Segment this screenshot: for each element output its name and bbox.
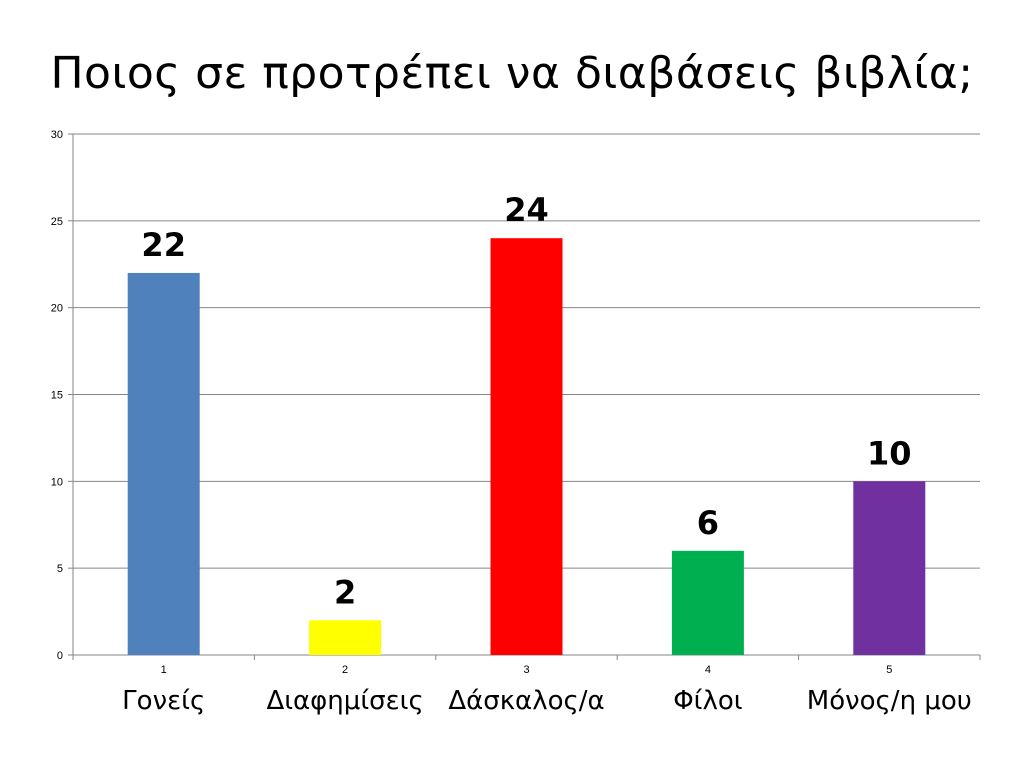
x-tick-label: 2 — [342, 664, 348, 676]
category-label: Φίλοι — [673, 686, 742, 716]
bars — [127, 238, 926, 655]
category-label: Δάσκαλος/α — [448, 686, 604, 716]
x-tick-label: 5 — [886, 664, 892, 676]
slide-title: Ποιος σε προτρέπει να διαβάσεις βιβλία; — [50, 48, 974, 99]
bar — [309, 620, 382, 655]
y-tick-label: 20 — [51, 303, 63, 315]
data-label: 2 — [334, 573, 356, 611]
y-tick-label: 0 — [57, 650, 63, 662]
x-tick-label: 4 — [705, 664, 711, 676]
y-tick-label: 10 — [51, 476, 63, 488]
x-tick-label: 3 — [523, 664, 529, 676]
category-label: Διαφημίσεις — [266, 686, 423, 716]
bar — [490, 238, 563, 655]
y-tick-label: 15 — [51, 390, 63, 402]
x-tick-label: 1 — [161, 664, 167, 676]
data-label: 6 — [697, 504, 719, 542]
data-label: 10 — [867, 434, 912, 472]
y-tick-label: 5 — [57, 563, 63, 575]
y-tick-label: 25 — [51, 216, 63, 228]
bar — [671, 550, 744, 655]
category-labels: Γονείς Διαφημίσεις Δάσκαλος/α Φίλοι Μόνος/η … — [122, 686, 972, 716]
category-label: Μόνος/η μου — [807, 686, 972, 716]
data-label: 24 — [504, 191, 549, 229]
bar — [853, 481, 926, 655]
x-tick-labels: 1 2 3 4 5 — [161, 664, 893, 676]
data-label: 22 — [141, 226, 186, 264]
y-tick-labels: 0 5 10 15 20 25 30 — [51, 129, 63, 662]
category-label: Γονείς — [122, 686, 205, 716]
y-tick-label: 30 — [51, 129, 63, 141]
bar — [127, 272, 200, 655]
